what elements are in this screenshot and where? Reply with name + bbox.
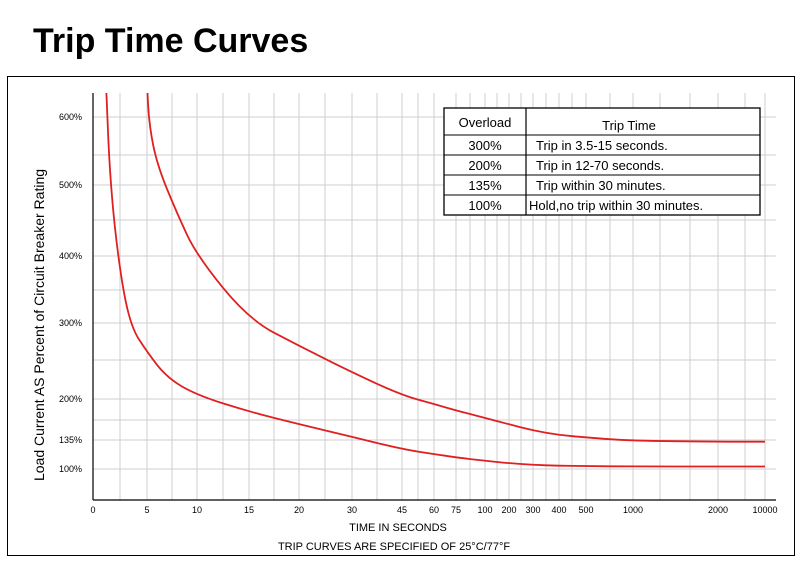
- table-cell-overload: 200%: [468, 158, 502, 173]
- table-cell-overload: 100%: [468, 198, 502, 213]
- y-tick-label: 500%: [59, 180, 82, 190]
- y-tick-label: 600%: [59, 112, 82, 122]
- trip-table: Overload Trip Time 300% Trip in 3.5-15 seco…: [443, 107, 761, 216]
- x-tick-label: 45: [397, 505, 407, 515]
- page-title: Trip Time Curves: [33, 22, 309, 60]
- y-tick-label: 400%: [59, 251, 82, 261]
- table-cell-trip-time: Trip in 3.5-15 seconds.: [536, 138, 668, 153]
- y-tick-label: 300%: [59, 318, 82, 328]
- x-tick-label: 15: [244, 505, 254, 515]
- x-axis-label: TIME IN SECONDS: [349, 522, 447, 534]
- x-tick-label: 0: [90, 505, 95, 515]
- lower-trip-curve: [105, 93, 765, 468]
- table-cell-overload: 300%: [468, 138, 502, 153]
- x-tick-label: 75: [451, 505, 461, 515]
- temperature-note: TRIP CURVES ARE SPECIFIED OF 25°C/77°F: [278, 541, 510, 553]
- table-border: [443, 107, 761, 216]
- table-cell-trip-time: Trip within 30 minutes.: [536, 178, 666, 193]
- x-tick-label: 5: [144, 505, 149, 515]
- x-tick-label: 500: [578, 505, 593, 515]
- x-tick-label: 20: [294, 505, 304, 515]
- y-axis-label: Load Current AS Percent of Circuit Break…: [31, 169, 47, 481]
- x-tick-label: 1000: [623, 505, 643, 515]
- y-tick-label: 100%: [59, 464, 82, 474]
- table-cell-trip-time: Trip in 12-70 seconds.: [536, 158, 664, 173]
- table-cell-overload: 135%: [468, 178, 502, 193]
- x-tick-label: 300: [525, 505, 540, 515]
- tick-labels: 0 5 10 15 20 30 45 60 75 100 200 300 400 500 1000 2000 1…: [59, 112, 778, 515]
- x-tick-label: 10: [192, 505, 202, 515]
- chart-frame: [7, 76, 795, 556]
- x-tick-label: 2000: [708, 505, 728, 515]
- curves: [105, 93, 765, 468]
- x-tick-label: 100: [477, 505, 492, 515]
- x-tick-label: 60: [429, 505, 439, 515]
- table-header-overload: Overload: [459, 115, 512, 130]
- upper-trip-curve: [146, 93, 765, 443]
- y-tick-label: 135%: [59, 435, 82, 445]
- table-header-trip-time: Trip Time: [602, 118, 656, 133]
- x-tick-label: 10000: [752, 505, 777, 515]
- x-tick-label: 400: [551, 505, 566, 515]
- x-tick-label: 200: [501, 505, 516, 515]
- table-cell-trip-time: Hold,no trip within 30 minutes.: [529, 198, 703, 213]
- x-tick-label: 30: [347, 505, 357, 515]
- y-tick-label: 200%: [59, 394, 82, 404]
